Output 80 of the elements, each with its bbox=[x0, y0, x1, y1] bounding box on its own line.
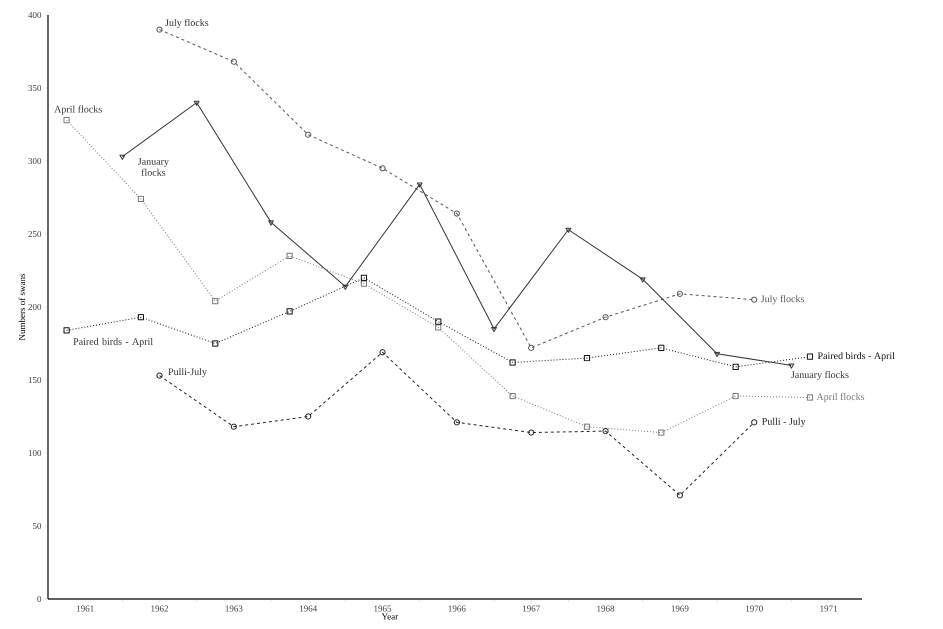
annotation: April flocks bbox=[54, 105, 102, 115]
point bbox=[435, 324, 442, 331]
y-tick-label: 200 bbox=[28, 304, 42, 310]
point bbox=[676, 290, 683, 297]
point bbox=[806, 354, 814, 360]
point bbox=[286, 308, 293, 314]
point bbox=[658, 344, 664, 351]
point bbox=[286, 252, 293, 259]
y-tick-label: 100 bbox=[28, 450, 42, 456]
point bbox=[602, 314, 609, 320]
point bbox=[212, 340, 218, 347]
point bbox=[230, 424, 237, 430]
point bbox=[305, 132, 312, 138]
point bbox=[342, 284, 348, 290]
point bbox=[194, 100, 200, 106]
annotation: Pulli-July bbox=[168, 368, 207, 378]
annotation: July flocks bbox=[165, 18, 208, 28]
x-tick-label: 1970 bbox=[746, 606, 763, 612]
x-tick-label: 1968 bbox=[597, 606, 614, 612]
series-label: April flocks bbox=[816, 392, 864, 402]
point bbox=[732, 364, 739, 370]
point bbox=[156, 26, 163, 33]
point bbox=[584, 355, 590, 362]
x-tick-label: 1963 bbox=[226, 606, 243, 612]
point bbox=[305, 413, 312, 420]
point bbox=[454, 419, 460, 426]
series-label: Pulli - July bbox=[762, 418, 806, 427]
point bbox=[379, 165, 386, 172]
point bbox=[360, 274, 368, 281]
point bbox=[379, 349, 386, 356]
x-tick-label: 1967 bbox=[523, 606, 540, 612]
point bbox=[602, 428, 609, 434]
y-tick-label: 0 bbox=[37, 596, 42, 602]
y-axis-title: Numbers of swans bbox=[18, 274, 26, 340]
y-tick-label: 400 bbox=[28, 12, 42, 18]
point bbox=[212, 298, 218, 304]
y-tick-label: 350 bbox=[28, 84, 42, 92]
x-axis-title: Year bbox=[382, 614, 398, 620]
point bbox=[138, 196, 144, 202]
point bbox=[63, 327, 70, 334]
point bbox=[268, 220, 274, 226]
point bbox=[510, 392, 516, 400]
annotation: January flocks bbox=[138, 158, 169, 176]
point bbox=[156, 372, 163, 379]
annotation: Paired birds - April bbox=[73, 338, 153, 347]
point bbox=[751, 419, 758, 426]
x-tick-label: 1964 bbox=[300, 606, 318, 612]
y-tick-label: 50 bbox=[32, 522, 42, 530]
point bbox=[510, 359, 516, 366]
series-label: Paired birds - April bbox=[818, 352, 895, 362]
x-tick-label: 1971 bbox=[820, 606, 838, 612]
point bbox=[230, 58, 237, 65]
x-tick-label: 1966 bbox=[448, 606, 466, 612]
point bbox=[676, 492, 683, 498]
point bbox=[138, 314, 144, 320]
x-tick-label: 1965 bbox=[374, 606, 392, 612]
point bbox=[416, 182, 423, 188]
series-label: July flocks bbox=[760, 295, 804, 304]
point bbox=[528, 429, 534, 436]
x-tick-label: 1969 bbox=[672, 606, 689, 612]
y-tick-label: 250 bbox=[28, 230, 42, 238]
y-tick-label: 150 bbox=[28, 376, 42, 384]
y-tick-label: 300 bbox=[28, 158, 42, 164]
point bbox=[360, 280, 368, 287]
point bbox=[435, 318, 442, 325]
series-label: January flocks bbox=[791, 370, 849, 380]
x-tick-label: 1962 bbox=[151, 606, 168, 612]
point bbox=[751, 296, 758, 303]
point bbox=[584, 424, 590, 430]
point bbox=[806, 394, 814, 401]
point bbox=[640, 277, 646, 283]
point bbox=[714, 352, 720, 358]
point bbox=[491, 327, 497, 332]
point bbox=[63, 117, 70, 124]
x-tick-label: 1961 bbox=[76, 606, 94, 612]
point bbox=[528, 344, 534, 351]
point bbox=[658, 429, 664, 436]
point bbox=[454, 210, 460, 217]
point bbox=[565, 228, 572, 233]
point bbox=[732, 392, 739, 400]
